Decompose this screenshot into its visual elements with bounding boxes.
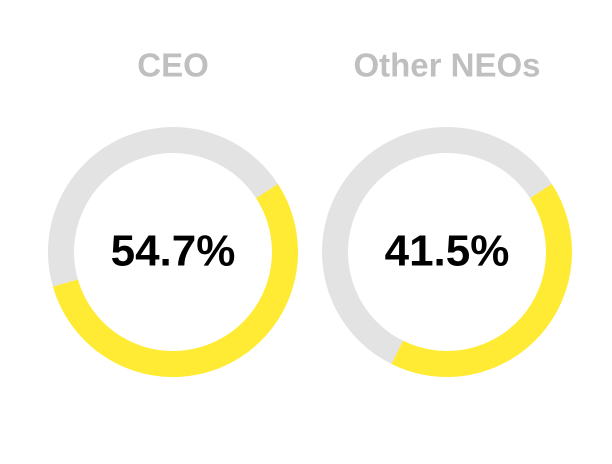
- center-label: 54.7%: [111, 227, 236, 276]
- donut-segment: [391, 183, 572, 377]
- donut-segment: [48, 127, 278, 287]
- chart-title: CEO: [137, 47, 209, 84]
- donut-segment: [322, 127, 552, 364]
- center-label: 41.5%: [385, 227, 510, 276]
- donut-segment: [52, 183, 298, 377]
- chart-title: Other NEOs: [353, 47, 540, 84]
